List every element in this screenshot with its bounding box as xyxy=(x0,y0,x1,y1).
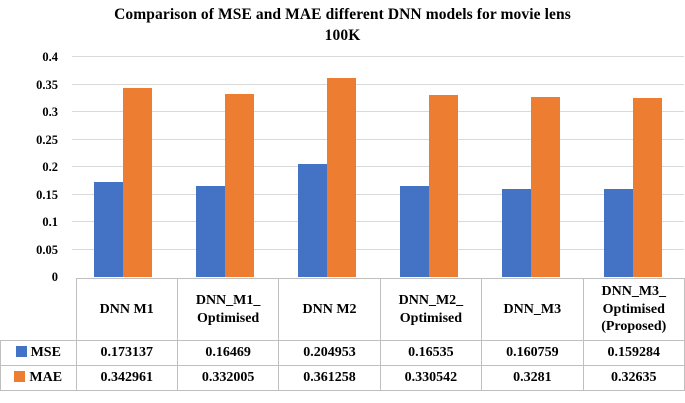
y-tick-label: 0.25 xyxy=(36,132,58,147)
bar-mse-5 xyxy=(502,188,531,277)
bars-layer xyxy=(72,57,684,277)
plot-area xyxy=(72,56,684,277)
bar-group xyxy=(174,57,276,277)
category-header: DNN M2 xyxy=(278,278,381,341)
gridline xyxy=(72,83,684,85)
bar-mae-3 xyxy=(327,78,356,277)
category-header: DNN_M3 xyxy=(481,278,584,341)
table-row-mae: MAE 0.342961 0.332005 0.361258 0.330542 0.328… xyxy=(0,365,685,391)
category-header: DNN_M1_ Optimised xyxy=(176,278,280,341)
y-tick-label: 0.4 xyxy=(42,49,58,64)
gridline xyxy=(72,221,684,222)
bar-mae-5 xyxy=(531,96,560,277)
gridline xyxy=(72,111,684,112)
bar-mae-6 xyxy=(633,97,662,277)
table-header-row: DNN M1 DNN_M1_ Optimised DNN M2 DNN_M2_ Opt… xyxy=(1,278,685,341)
gridline xyxy=(72,248,684,250)
value-cell: 0.173137 xyxy=(75,340,178,366)
category-header: DNN M1 xyxy=(75,278,178,341)
chart-title-line1: Comparison of MSE and MAE different DNN … xyxy=(114,6,571,23)
bar-mse-6 xyxy=(604,189,633,277)
gridline xyxy=(72,138,684,140)
chart-title-line2: 100K xyxy=(324,27,361,44)
value-cell: 0.361258 xyxy=(278,365,381,391)
bar-mse-3 xyxy=(298,164,327,277)
value-cell: 0.204953 xyxy=(278,340,381,366)
bar-mae-2 xyxy=(225,94,254,277)
legend-cell-mae: MAE xyxy=(0,365,77,391)
value-cell: 0.160759 xyxy=(481,340,584,366)
legend-swatch-mae xyxy=(14,371,26,383)
value-cell: 0.16535 xyxy=(379,340,483,366)
y-tick-label: 0.1 xyxy=(42,214,58,229)
y-tick-label: 0.2 xyxy=(42,159,58,174)
bar-mse-4 xyxy=(400,186,429,277)
bar-mse-2 xyxy=(196,186,225,277)
y-tick-label: 0.3 xyxy=(42,104,58,119)
legend-cell-mse: MSE xyxy=(0,340,77,366)
value-cell: 0.3281 xyxy=(481,365,584,391)
data-table: DNN M1 DNN_M1_ Optimised DNN M2 DNN_M2_ Opt… xyxy=(0,278,685,391)
bar-group xyxy=(378,57,480,277)
y-tick-label: 0 xyxy=(51,269,58,284)
bar-group xyxy=(582,57,684,277)
value-cell: 0.330542 xyxy=(379,365,483,391)
gridline xyxy=(72,56,684,57)
bar-group xyxy=(480,57,582,277)
gridline xyxy=(72,193,684,195)
bar-mae-1 xyxy=(123,88,152,277)
category-header: DNN_M2_ Optimised xyxy=(379,278,483,341)
y-axis-labels: 0 0.05 0.1 0.15 0.2 0.25 0.3 0.35 0.4 xyxy=(0,51,58,283)
series-name: MSE xyxy=(30,345,61,361)
table-row-mse: MSE 0.173137 0.16469 0.204953 0.16535 0.16075… xyxy=(0,340,685,366)
value-cell: 0.32635 xyxy=(582,365,685,391)
gridline xyxy=(72,166,684,167)
legend-swatch-mse xyxy=(15,346,27,358)
table-head: DNN M1 DNN_M1_ Optimised DNN M2 DNN_M2_ Opt… xyxy=(1,278,685,341)
chart-title: Comparison of MSE and MAE different DNN … xyxy=(0,4,685,46)
y-tick-label: 0.15 xyxy=(36,187,58,202)
value-cell: 0.159284 xyxy=(582,340,685,366)
bar-mae-4 xyxy=(429,95,458,277)
value-cell: 0.16469 xyxy=(176,340,280,366)
value-cell: 0.332005 xyxy=(176,365,280,391)
bar-group xyxy=(72,57,174,277)
y-tick-label: 0.05 xyxy=(36,242,58,257)
bar-group xyxy=(276,57,378,277)
series-name: MAE xyxy=(29,370,63,386)
y-tick-label: 0.35 xyxy=(36,77,58,92)
table-corner-cell xyxy=(1,279,77,341)
bar-mse-1 xyxy=(94,181,123,277)
category-header: DNN_M3_ Optimised (Proposed) xyxy=(582,278,685,341)
table-body: MSE 0.173137 0.16469 0.204953 0.16535 0.16075… xyxy=(0,340,685,391)
value-cell: 0.342961 xyxy=(75,365,178,391)
